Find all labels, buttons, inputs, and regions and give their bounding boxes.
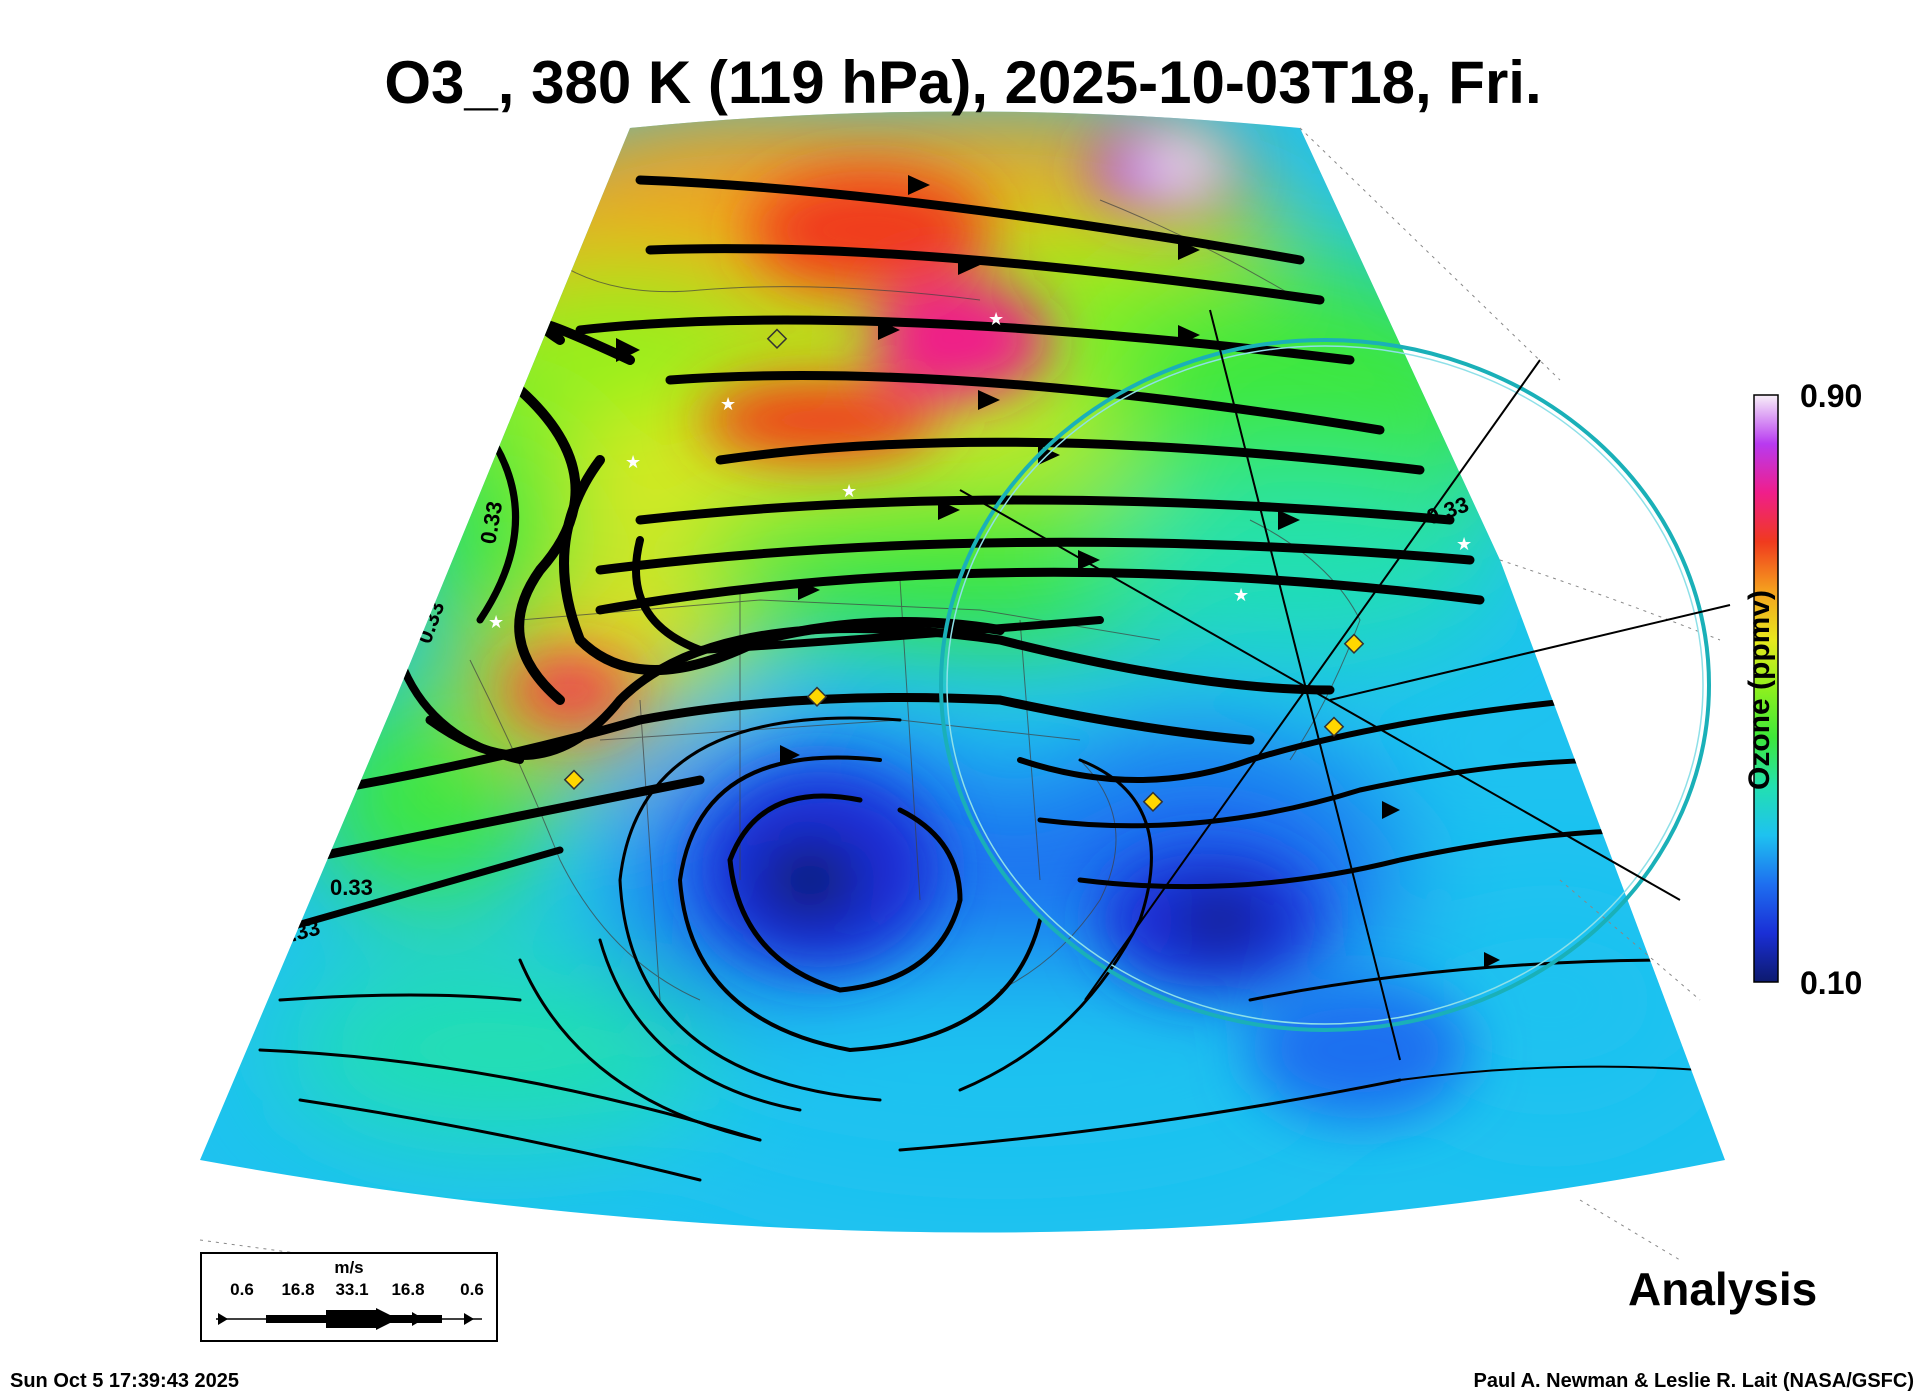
station-diamond-marker xyxy=(806,686,828,707)
wind-speed-key: m/s 0.6 16.8 33.1 16.8 0.6 xyxy=(200,1252,498,1342)
page-title: O3_, 380 K (119 hPa), 2025-10-03T18, Fri… xyxy=(384,49,1542,116)
station-diamond-marker xyxy=(1323,716,1345,737)
station-diamond-marker xyxy=(1142,791,1164,812)
colorbar-title: Ozone (ppmv) xyxy=(1743,590,1776,790)
station-star-marker: ★ xyxy=(1456,534,1472,555)
station-star-marker: ★ xyxy=(1233,585,1249,606)
wind-key-value: 16.8 xyxy=(281,1280,315,1299)
wind-key-units: m/s xyxy=(334,1258,364,1277)
station-star-marker: ★ xyxy=(488,612,504,633)
wind-key-value: 33.1 xyxy=(335,1280,369,1299)
timestamp: Sun Oct 5 17:39:43 2025 xyxy=(10,1370,240,1392)
station-star-marker: ★ xyxy=(988,309,1004,330)
wind-key-value: 0.6 xyxy=(460,1280,484,1299)
wind-key-arrow xyxy=(216,1308,482,1330)
station-diamond-marker xyxy=(563,769,585,790)
ozone-field: 0.33 0.33 0.33 0.33 0.33 ★ ★ ★ ★ ★ ★ ★ xyxy=(200,111,1725,1233)
station-diamond-marker xyxy=(1343,633,1365,654)
colorbar xyxy=(1753,394,1779,983)
contour-label: 0.33 xyxy=(330,875,373,900)
analysis-label: Analysis xyxy=(1628,1263,1818,1315)
credit: Paul A. Newman & Leslie R. Lait (NASA/GS… xyxy=(1473,1370,1914,1392)
colorbar-min-label: 0.10 xyxy=(1800,965,1863,1001)
station-diamond-marker xyxy=(766,328,788,349)
wind-key-value: 16.8 xyxy=(391,1280,425,1299)
station-star-marker: ★ xyxy=(841,481,857,502)
flight-tracks xyxy=(939,309,1731,1061)
station-star-marker: ★ xyxy=(720,394,736,415)
station-star-marker: ★ xyxy=(625,452,641,473)
wind-key-value: 0.6 xyxy=(230,1280,254,1299)
colorbar-max-label: 0.90 xyxy=(1800,378,1863,414)
